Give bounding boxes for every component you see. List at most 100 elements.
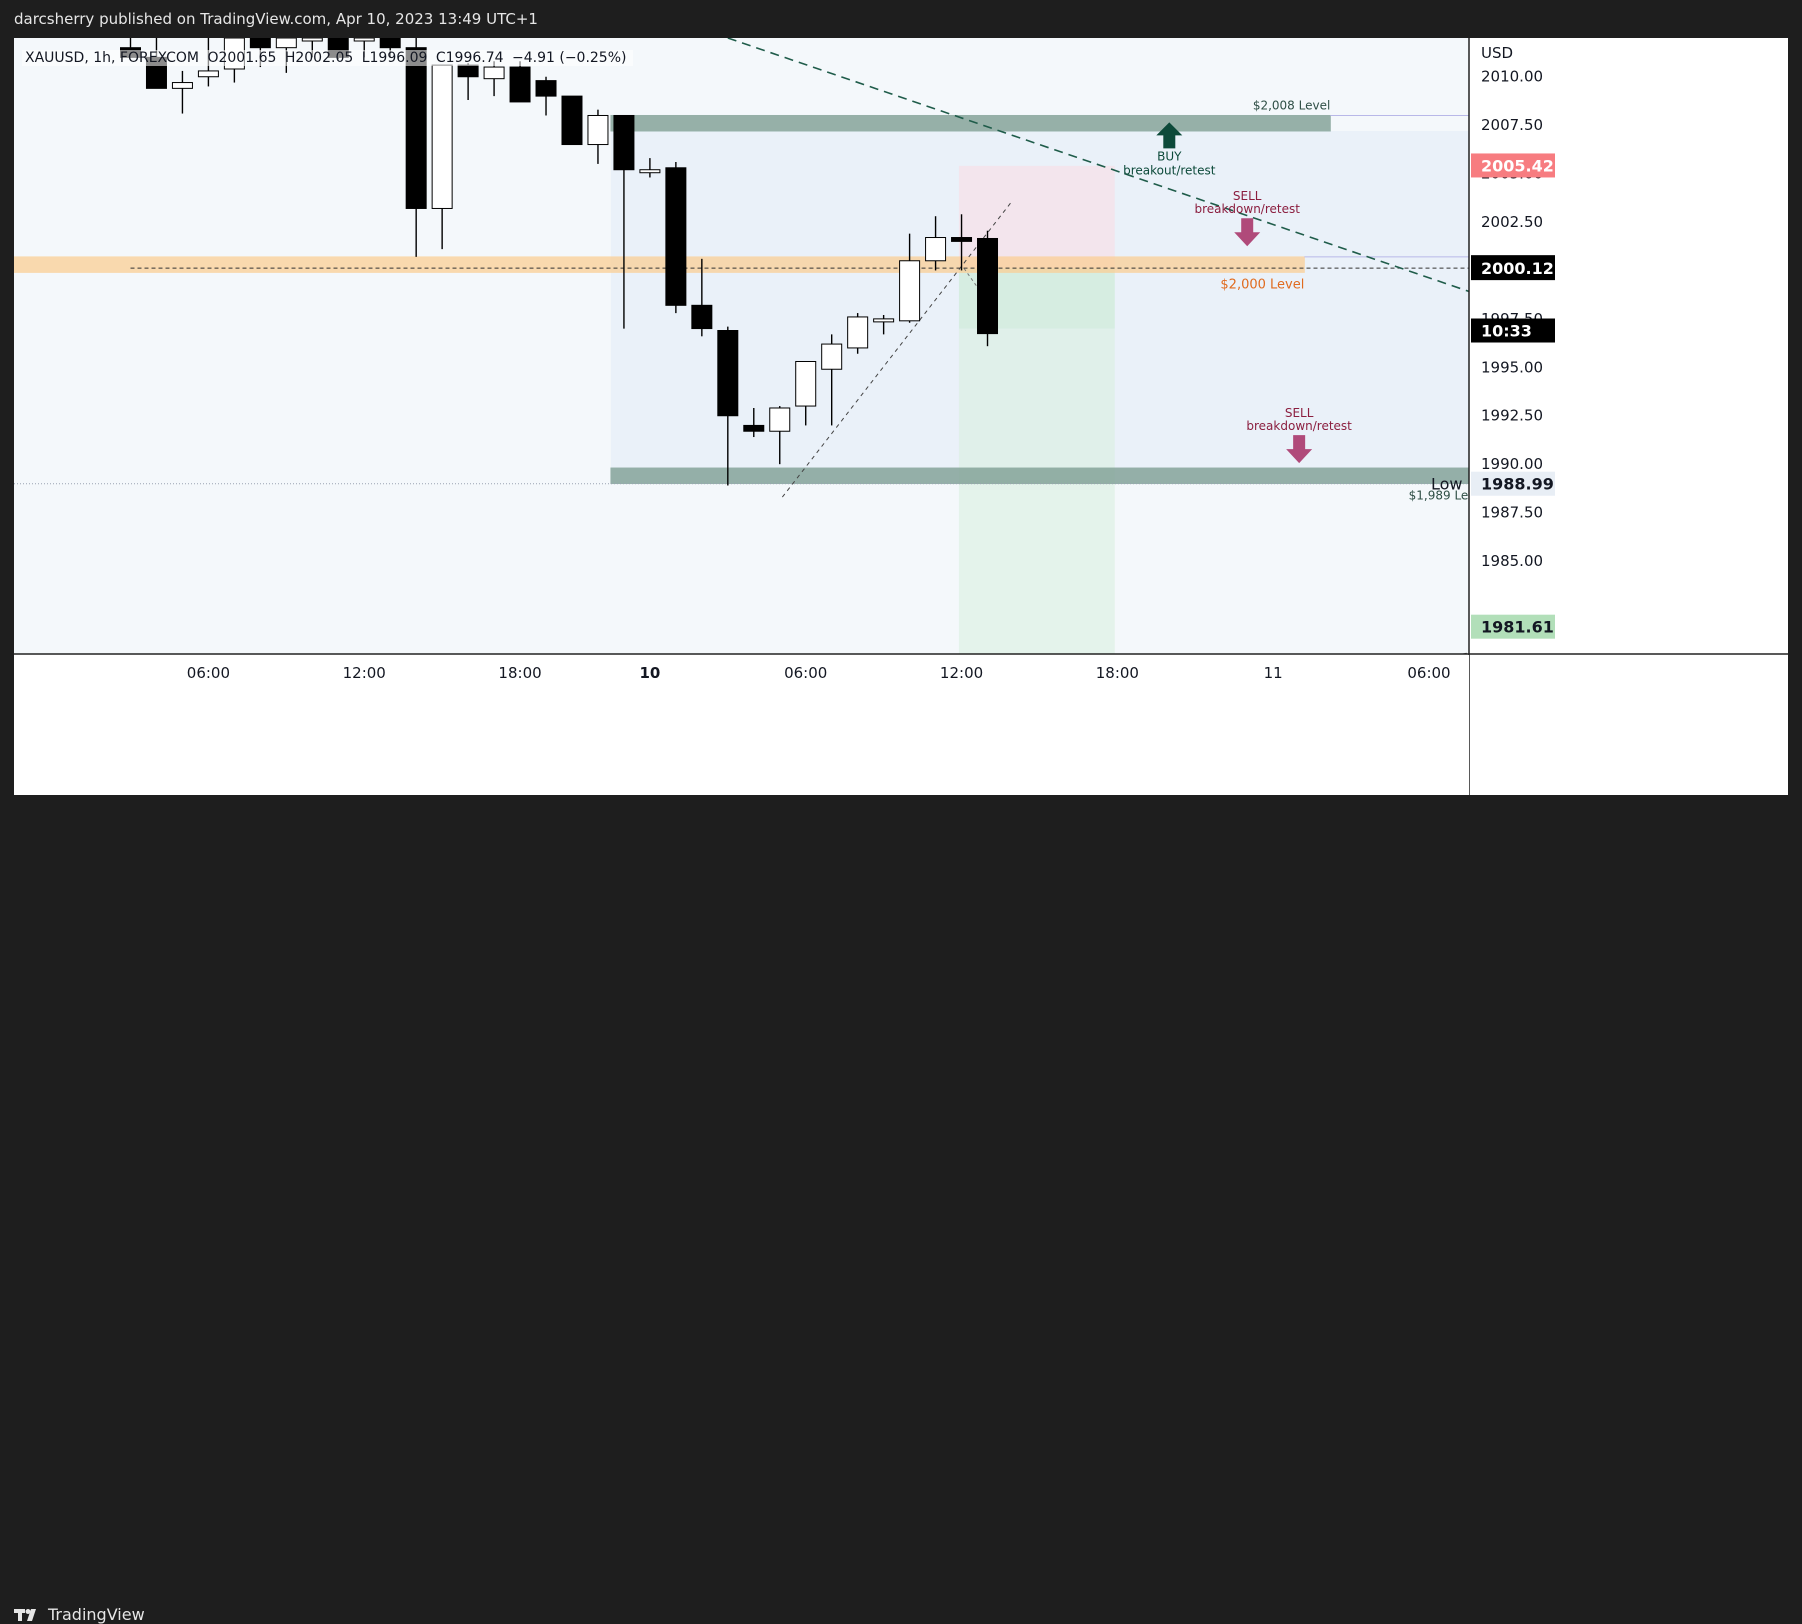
publisher-line: darcsherry published on TradingView.com,… [14, 10, 538, 28]
candle-body [275, 38, 297, 49]
candle-body [821, 343, 843, 370]
candle [769, 406, 791, 465]
candle [405, 38, 427, 257]
ohlc-close: C1996.74 [435, 50, 504, 66]
candle [821, 334, 843, 426]
price-axis-tick: 1987.50 [1481, 504, 1543, 522]
time-axis-tick: 18:00 [498, 664, 541, 682]
candle-body [431, 64, 453, 209]
sell-annotation-lower-title: SELL [1285, 406, 1314, 420]
price-axis-tick: 2010.00 [1481, 68, 1543, 86]
candle-body [483, 66, 505, 80]
candle-body [743, 424, 765, 432]
candle [483, 61, 505, 97]
low-marker-label: Low [1431, 475, 1463, 494]
svg-text:1981.61: 1981.61 [1481, 618, 1554, 637]
candle-body [613, 114, 635, 171]
candle-body [951, 237, 973, 242]
price-label-high: 2005.42 [1471, 153, 1555, 178]
candle-body [379, 38, 401, 49]
time-axis-tick: 18:00 [1096, 664, 1139, 682]
candle-body [457, 64, 479, 78]
brand[interactable]: TradingView [14, 1605, 145, 1624]
candle-body [301, 38, 323, 42]
header-bar: darcsherry published on TradingView.com,… [0, 0, 1802, 38]
position-extended-zone [958, 328, 1115, 654]
chart-svg[interactable]: $2,008 Level$2,000 Level$1,989 LevelBUYb… [14, 38, 1788, 795]
candle [951, 214, 973, 271]
candle [665, 161, 687, 314]
footer-bar: TradingView [0, 795, 1802, 1624]
candle [691, 258, 713, 337]
svg-text:10:33: 10:33 [1481, 322, 1532, 341]
price-axis-tick: 1985.00 [1481, 552, 1543, 570]
buy-annotation-arrow-up-icon [1156, 122, 1183, 149]
buy-annotation-title: BUY [1157, 149, 1182, 163]
candle [561, 95, 583, 146]
price-label-1981-61: 1981.61 [1471, 614, 1555, 639]
candle-body [717, 330, 739, 417]
candle-body [587, 114, 609, 146]
time-axis-tick: 06:00 [784, 664, 827, 682]
entry-zigzag-1 [963, 268, 988, 302]
candle [925, 216, 947, 271]
buy-annotation-subtitle: breakout/retest [1123, 163, 1216, 177]
time-axis-tick: 06:00 [187, 664, 230, 682]
candle [977, 230, 999, 347]
price-label-countdown: 10:33 [1471, 318, 1555, 343]
rising-trendline [781, 202, 1012, 498]
price-label-low: 1988.99 [1471, 471, 1555, 496]
candle-body [405, 47, 427, 209]
candle [171, 70, 193, 114]
price-axis-tick: 1995.00 [1481, 358, 1543, 376]
candle [509, 61, 531, 103]
price-axis-currency: USD [1481, 44, 1513, 62]
candle-body [769, 407, 791, 432]
ohlc-change: −4.91 (−0.25%) [512, 50, 627, 66]
ohlc-open: O2001.65 [207, 50, 277, 66]
time-axis-tick: 06:00 [1407, 664, 1450, 682]
time-axis-tick: 10 [639, 664, 660, 682]
candle-body [639, 169, 661, 174]
candle [795, 360, 817, 426]
ohlc-low: L1996.09 [361, 50, 428, 66]
candle-body [977, 237, 999, 335]
zone-2008 [610, 114, 1331, 132]
chart-frame[interactable]: $2,008 Level $2,000 Level $1,989 Level BUY b… [14, 38, 1788, 795]
time-axis-tick: 12:00 [940, 664, 983, 682]
price-axis-tick: 1990.00 [1481, 455, 1543, 473]
candle-body [691, 304, 713, 330]
zone-2000 [14, 256, 1305, 273]
brand-name: TradingView [48, 1605, 145, 1624]
candle [717, 326, 739, 486]
candle-body [353, 38, 375, 42]
svg-text:2005.42: 2005.42 [1481, 156, 1554, 175]
tradingview-logo-icon [14, 1608, 36, 1621]
falling-trendline [727, 38, 1573, 328]
price-axis-tick: 1992.50 [1481, 407, 1543, 425]
sell-annotation-lower-subtitle: breakdown/retest [1246, 419, 1352, 433]
sell-annotation-upper-subtitle: breakdown/retest [1194, 202, 1300, 216]
svg-text:2000.12: 2000.12 [1481, 259, 1554, 278]
sell-annotation-upper-arrow-down-icon [1234, 218, 1261, 247]
price-axis-tick: 2007.50 [1481, 116, 1543, 134]
candle [847, 313, 869, 354]
zone-1989-label: $1,989 Level [1409, 489, 1486, 503]
zone-2008-label: $2,008 Level [1253, 98, 1330, 112]
candle [639, 158, 661, 178]
candle [613, 114, 635, 329]
candle-body [249, 38, 271, 49]
sell-annotation-upper-title: SELL [1233, 189, 1262, 203]
zone-2000-label: $2,000 Level [1220, 277, 1304, 292]
candle-body [925, 237, 947, 262]
time-axis-tick: 12:00 [343, 664, 386, 682]
candle-body [847, 316, 869, 349]
candle-body [899, 260, 921, 322]
symbol-name[interactable]: XAUUSD, 1h, FOREXCOM [25, 50, 200, 66]
price-axis-tick: 2002.50 [1481, 213, 1543, 231]
candle-body [171, 82, 193, 89]
candle-body [561, 95, 583, 146]
